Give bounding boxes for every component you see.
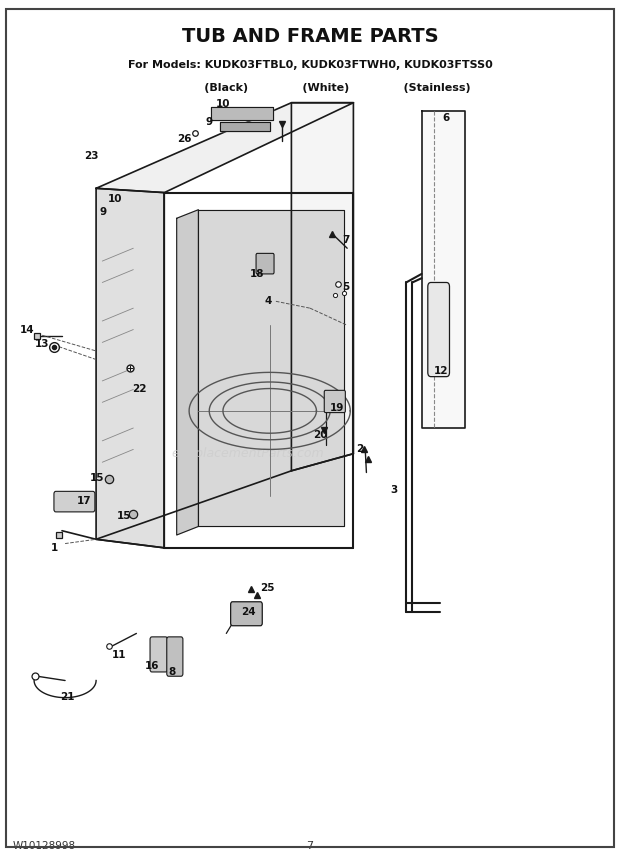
Polygon shape bbox=[422, 111, 465, 428]
Text: 22: 22 bbox=[132, 384, 147, 395]
FancyBboxPatch shape bbox=[256, 253, 274, 274]
Text: TUB AND FRAME PARTS: TUB AND FRAME PARTS bbox=[182, 27, 438, 46]
Text: (Black)              (White)              (Stainless): (Black) (White) (Stainless) bbox=[149, 83, 471, 93]
FancyBboxPatch shape bbox=[150, 637, 167, 672]
Text: 3: 3 bbox=[390, 484, 397, 495]
Text: 23: 23 bbox=[84, 151, 99, 161]
Text: 21: 21 bbox=[60, 692, 74, 702]
Polygon shape bbox=[220, 122, 270, 131]
Text: eReplacementParts.com: eReplacementParts.com bbox=[172, 447, 324, 461]
Polygon shape bbox=[96, 188, 164, 548]
FancyBboxPatch shape bbox=[428, 282, 450, 377]
Text: 7: 7 bbox=[306, 841, 314, 851]
Text: 12: 12 bbox=[434, 366, 449, 376]
Text: 17: 17 bbox=[76, 496, 91, 506]
FancyBboxPatch shape bbox=[324, 390, 345, 413]
Text: 9: 9 bbox=[100, 207, 107, 217]
Text: 19: 19 bbox=[329, 403, 344, 413]
Polygon shape bbox=[291, 103, 353, 471]
FancyBboxPatch shape bbox=[167, 637, 183, 676]
Text: 14: 14 bbox=[20, 324, 35, 335]
Text: 9: 9 bbox=[206, 116, 213, 127]
Text: 11: 11 bbox=[112, 650, 126, 660]
Text: W10128998: W10128998 bbox=[12, 841, 76, 851]
Text: 26: 26 bbox=[177, 134, 192, 144]
Text: 24: 24 bbox=[241, 607, 255, 617]
Text: 5: 5 bbox=[342, 282, 350, 292]
FancyBboxPatch shape bbox=[231, 602, 262, 626]
Text: 10: 10 bbox=[216, 99, 231, 110]
Text: 15: 15 bbox=[90, 473, 105, 483]
Text: 1: 1 bbox=[51, 543, 58, 553]
FancyBboxPatch shape bbox=[54, 491, 95, 512]
Text: 13: 13 bbox=[35, 339, 50, 349]
Text: 16: 16 bbox=[144, 661, 159, 671]
Text: 20: 20 bbox=[313, 430, 328, 440]
Text: 4: 4 bbox=[264, 296, 272, 306]
Text: 10: 10 bbox=[107, 193, 122, 204]
Text: 15: 15 bbox=[117, 511, 131, 521]
Text: 18: 18 bbox=[250, 269, 265, 279]
Text: 25: 25 bbox=[260, 583, 275, 593]
Text: 7: 7 bbox=[342, 235, 350, 245]
Text: 8: 8 bbox=[169, 667, 176, 677]
Text: For Models: KUDK03FTBL0, KUDK03FTWH0, KUDK03FTSS0: For Models: KUDK03FTBL0, KUDK03FTWH0, KU… bbox=[128, 60, 492, 70]
Polygon shape bbox=[177, 210, 198, 535]
Text: 2: 2 bbox=[356, 444, 363, 455]
Polygon shape bbox=[198, 210, 344, 526]
Polygon shape bbox=[96, 103, 353, 193]
Text: 6: 6 bbox=[443, 113, 450, 123]
Polygon shape bbox=[211, 107, 273, 120]
